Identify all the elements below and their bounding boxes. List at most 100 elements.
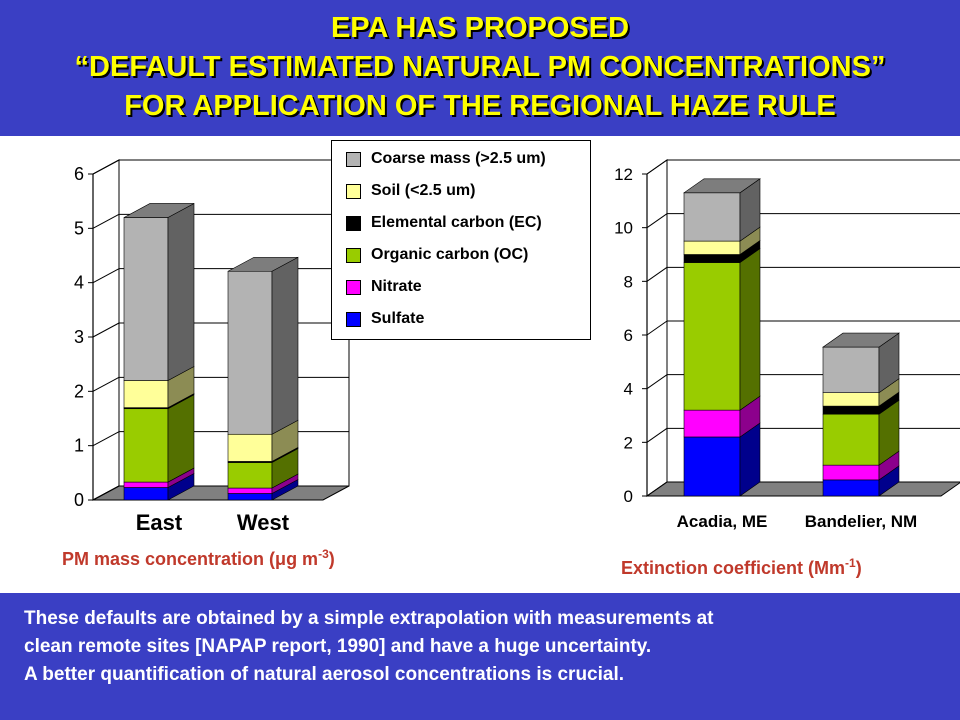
gridline-side bbox=[646, 481, 668, 497]
legend-swatch-coarse bbox=[346, 151, 361, 167]
title-line-1: EPA HAS PROPOSED bbox=[330, 12, 630, 44]
y-tick-label: 0 bbox=[74, 490, 84, 510]
left-chart-caption: PM mass concentration (μg m-3) bbox=[62, 547, 335, 570]
bar-east-organic-carbon-oc-side bbox=[167, 394, 195, 483]
chart-1: 0 1 2 3 4 5 6 East West bbox=[74, 159, 350, 535]
bar-west-soil-2-5-um bbox=[227, 433, 273, 462]
bar-east-nitrate bbox=[123, 481, 169, 488]
bar-east-sulfate bbox=[123, 487, 169, 501]
bar-west-sulfate bbox=[227, 493, 273, 501]
left-caption-prefix: PM mass concentration ( bbox=[62, 549, 276, 569]
gridline-side bbox=[92, 159, 120, 175]
y-tick-label: 6 bbox=[74, 164, 84, 184]
bar-east-coarse-mass-2-5-um bbox=[123, 217, 169, 381]
gridline-side bbox=[646, 427, 668, 443]
gridline-side bbox=[646, 159, 668, 175]
y-tick-label: 1 bbox=[74, 436, 84, 456]
legend-swatch-soil bbox=[346, 183, 361, 199]
bar-acadia-me-organic-carbon-oc bbox=[683, 262, 741, 411]
y-tick-label: 6 bbox=[624, 326, 633, 345]
legend-item-ec: Elemental carbon (EC) bbox=[346, 213, 542, 233]
legend-item-coarse: Coarse mass (>2.5 um) bbox=[346, 149, 546, 169]
legend-label-ec: Elemental carbon (EC) bbox=[371, 214, 542, 231]
right-caption-prefix: Extinction coefficient (Mm bbox=[621, 558, 846, 578]
right-caption-suffix: ) bbox=[855, 558, 862, 578]
bar-acadia-me-top bbox=[683, 178, 761, 194]
legend-label-oc: Organic carbon (OC) bbox=[371, 246, 529, 263]
left-caption-mu: μ bbox=[275, 549, 287, 569]
bar-acadia-me-organic-carbon-oc-side bbox=[739, 247, 761, 411]
legend: Coarse mass (>2.5 um) Soil (<2.5 um) Ele… bbox=[331, 140, 591, 340]
y-tick-label: 5 bbox=[74, 218, 84, 238]
y-tick-label: 3 bbox=[74, 327, 84, 347]
note-line-3: A better quantification of natural aeros… bbox=[24, 664, 625, 685]
chart-2: 0 2 4 6 8 10 12 Acadia, ME Bandelier, NM bbox=[614, 159, 960, 531]
legend-swatch-sulfate bbox=[346, 311, 361, 327]
legend-item-nitrate: Nitrate bbox=[346, 277, 422, 297]
bar-east-top bbox=[123, 203, 195, 218]
y-tick-label: 12 bbox=[614, 165, 633, 184]
bar-east-soil-2-5-um bbox=[123, 380, 169, 408]
gridline-side bbox=[646, 374, 668, 390]
y-tick-label: 8 bbox=[624, 272, 633, 291]
note-line-2: clean remote sites [NAPAP report, 1990] … bbox=[24, 636, 652, 657]
y-tick-label: 4 bbox=[74, 273, 84, 293]
y-tick-label: 10 bbox=[614, 219, 633, 238]
gridline-side bbox=[92, 376, 120, 392]
title-line-3: FOR APPLICATION OF THE REGIONAL HAZE RUL… bbox=[124, 90, 836, 122]
bar-acadia-me-elemental-carbon-ec bbox=[683, 254, 741, 263]
bar-bandelier-nm-nitrate bbox=[822, 464, 880, 481]
bar-west-coarse-mass-2-5-um bbox=[227, 270, 273, 435]
left-caption-suffix: ) bbox=[328, 549, 335, 569]
bar-bandelier-nm-soil-2-5-um bbox=[822, 392, 880, 407]
gridline-side bbox=[92, 213, 120, 229]
left-caption-unit: g m bbox=[286, 549, 319, 569]
bar-acadia-me-soil-2-5-um bbox=[683, 240, 741, 255]
bar-east-organic-carbon-oc bbox=[123, 408, 169, 483]
x-category-label: East bbox=[136, 510, 183, 535]
legend-swatch-oc bbox=[346, 247, 361, 263]
x-category-label: Acadia, ME bbox=[677, 512, 768, 531]
right-chart-caption: Extinction coefficient (Mm-1) bbox=[621, 556, 862, 579]
legend-label-sulfate: Sulfate bbox=[371, 310, 425, 327]
legend-swatch-ec bbox=[346, 215, 361, 231]
bar-west-nitrate bbox=[227, 487, 273, 494]
legend-label-coarse: Coarse mass (>2.5 um) bbox=[371, 150, 546, 167]
gridline-side bbox=[646, 320, 668, 336]
y-tick-label: 2 bbox=[624, 433, 633, 452]
x-category-label: Bandelier, NM bbox=[805, 512, 917, 531]
gridline-side bbox=[92, 268, 120, 284]
bar-west-organic-carbon-oc bbox=[227, 462, 273, 489]
y-tick-label: 2 bbox=[74, 381, 84, 401]
legend-item-sulfate: Sulfate bbox=[346, 309, 424, 329]
note-line-1: These defaults are obtained by a simple … bbox=[24, 608, 714, 629]
legend-label-soil: Soil (<2.5 um) bbox=[371, 182, 476, 199]
bar-bandelier-nm-top bbox=[822, 332, 900, 348]
bar-west-top bbox=[227, 256, 299, 272]
bar-acadia-me-coarse-mass-2-5-um bbox=[683, 192, 741, 242]
bar-east-coarse-mass-2-5-um-side bbox=[167, 202, 195, 381]
gridline-side bbox=[646, 213, 668, 229]
legend-item-soil: Soil (<2.5 um) bbox=[346, 181, 475, 201]
bar-acadia-me-sulfate bbox=[683, 436, 741, 497]
gridline-side bbox=[92, 431, 120, 447]
y-tick-label: 0 bbox=[624, 487, 633, 506]
right-caption-sup: -1 bbox=[845, 556, 856, 570]
bar-acadia-me-nitrate bbox=[683, 409, 741, 438]
y-tick-label: 4 bbox=[624, 380, 633, 399]
bar-west-coarse-mass-2-5-um-side bbox=[271, 256, 299, 435]
legend-label-nitrate: Nitrate bbox=[371, 278, 422, 295]
legend-item-oc: Organic carbon (OC) bbox=[346, 245, 528, 265]
notes-band: These defaults are obtained by a simple … bbox=[0, 593, 960, 720]
title-band: EPA HAS PROPOSED “DEFAULT ESTIMATED NATU… bbox=[0, 0, 960, 136]
gridline-side bbox=[646, 266, 668, 282]
bar-bandelier-nm-coarse-mass-2-5-um bbox=[822, 346, 880, 393]
left-caption-sup: -3 bbox=[318, 547, 329, 561]
bar-bandelier-nm-sulfate bbox=[822, 479, 880, 497]
bar-bandelier-nm-organic-carbon-oc bbox=[822, 413, 880, 466]
title-line-2: “DEFAULT ESTIMATED NATURAL PM CONCENTRAT… bbox=[74, 51, 886, 83]
gridline-side bbox=[92, 485, 120, 501]
legend-swatch-nitrate bbox=[346, 279, 361, 295]
gridline-side bbox=[92, 322, 120, 338]
